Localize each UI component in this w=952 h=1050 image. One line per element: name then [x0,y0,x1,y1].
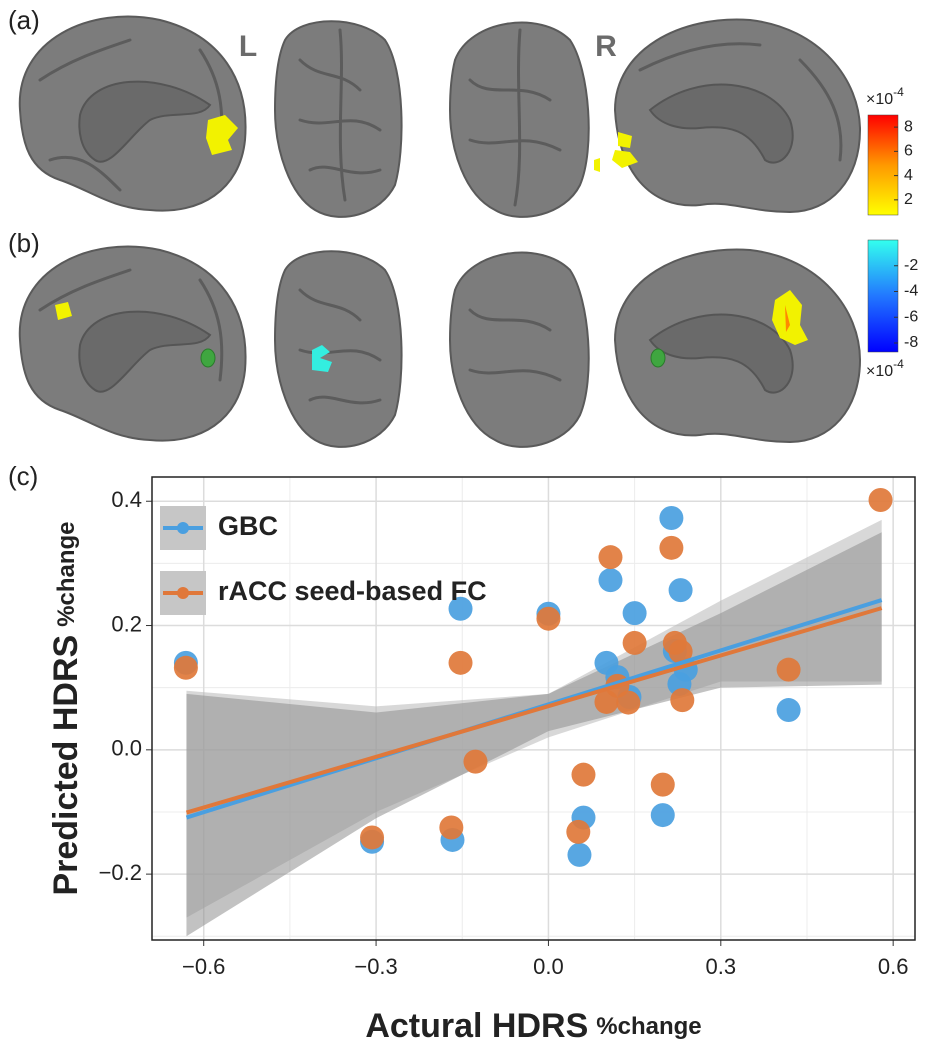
point [598,568,622,592]
point [360,825,384,849]
colorbar-scale: ×10-4 [866,85,904,108]
colorbar-tick-label: -4 [904,283,918,300]
legend-label: rACC seed-based FC [218,576,487,606]
point [174,656,198,680]
colorbar-tick-label: 6 [904,143,913,160]
figure: (a) (b) (c) L R 2468×10-4-2-4-6-8×10-4−0… [0,0,952,1050]
x-tick-label: 0.0 [533,954,564,979]
point [651,803,675,827]
point [651,773,675,797]
colorbar-tick-label: -2 [904,257,918,274]
panel-label: (c) [8,461,38,491]
panel-label: (b) [8,228,40,258]
point [567,843,591,867]
colorbar-tick-label: 4 [904,167,913,184]
point [777,698,801,722]
y-axis-title: Predicted HDRS %change [47,521,85,895]
point [449,651,473,675]
legend-dot [177,587,189,599]
panel-label: (a) [8,5,40,35]
point [536,607,560,631]
colorbar-tick-label: 2 [904,191,913,208]
point [869,488,893,512]
colorbar [868,115,898,215]
colorbar [868,240,898,352]
y-axis-title-unit: %change [53,521,80,626]
point [623,601,647,625]
y-tick-label: 0.0 [111,736,142,761]
colorbar-scale-exp: -4 [893,357,904,371]
point [659,506,683,530]
point [566,820,590,844]
y-tick-label: 0.2 [111,611,142,636]
colorbar-tick-label: -6 [904,308,918,325]
x-tick-label: 0.3 [706,954,737,979]
x-tick-label: 0.6 [878,954,909,979]
x-axis-title: Actural HDRS %change [365,1007,701,1045]
point [571,763,595,787]
legend-dot [177,522,189,534]
colorbar-scale: ×10-4 [866,357,904,380]
x-tick-label: −0.6 [182,954,225,979]
y-axis-title-main: Predicted HDRS [47,635,85,896]
point [669,578,693,602]
colorbar-tick-label: -8 [904,334,918,351]
point [659,536,683,560]
point [598,545,622,569]
point [616,691,640,715]
point [670,688,694,712]
brain-row-b [20,247,860,447]
x-tick-label: −0.3 [354,954,397,979]
hemisphere-label: L [239,30,257,63]
point [439,816,463,840]
colorbar-tick-label: 8 [904,118,913,135]
y-tick-label: 0.4 [111,487,142,512]
colorbar-scale-base: ×10 [866,91,893,108]
colorbar-scale-base: ×10 [866,363,893,380]
brain-row-a [20,17,860,217]
point [777,658,801,682]
x-axis-title-unit: %change [596,1013,701,1040]
colorbar-scale-exp: -4 [893,85,904,99]
point [623,631,647,655]
x-axis-title-main: Actural HDRS [365,1007,588,1045]
point [463,750,487,774]
hemisphere-label: R [595,30,617,63]
y-tick-label: −0.2 [99,860,142,885]
legend-label: GBC [218,511,278,541]
